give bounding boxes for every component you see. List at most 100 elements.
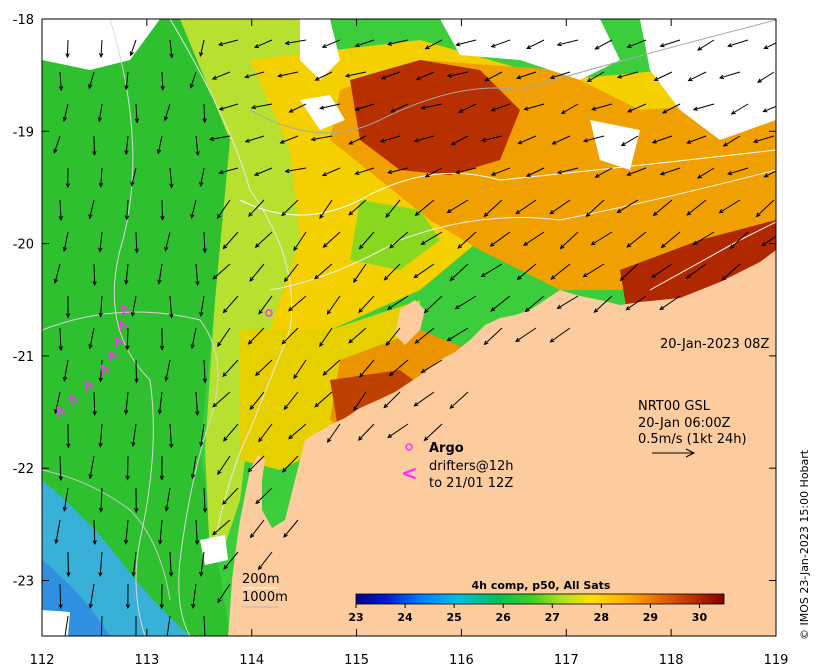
current-arrow-icon — [53, 263, 61, 285]
current-arrow-icon — [763, 170, 776, 178]
current-arrow-icon — [254, 231, 273, 248]
current-arrow-icon — [223, 551, 239, 570]
current-arrow-icon — [420, 231, 443, 245]
current-arrow-icon — [454, 295, 477, 310]
current-arrow-icon — [217, 583, 231, 604]
current-arrow-icon — [388, 359, 409, 377]
current-arrow-icon — [423, 423, 443, 442]
current-arrow-icon — [594, 39, 613, 50]
current-arrow-icon — [88, 199, 95, 220]
current-arrow-icon — [626, 231, 647, 248]
current-arrow-icon — [202, 359, 208, 384]
current-arrow-icon — [686, 135, 707, 144]
current-arrow-icon — [354, 167, 375, 175]
argo-legend-label: Argo — [429, 441, 464, 456]
drifters-legend-line1: drifters@12h — [429, 459, 514, 474]
current-arrow-icon — [718, 199, 741, 214]
current-arrow-icon — [686, 199, 707, 216]
lat-tick-label: -23 — [13, 575, 34, 590]
current-arrow-icon — [65, 167, 71, 189]
current-arrow-icon — [124, 199, 130, 221]
current-arrow-icon — [388, 231, 409, 249]
current-arrow-icon — [169, 295, 174, 319]
current-arrow-icon — [651, 263, 673, 278]
drifters-legend-line2: to 21/01 12Z — [429, 476, 513, 491]
current-arrow-icon — [92, 263, 97, 286]
current-arrow-icon — [455, 167, 477, 175]
lon-tick-label: 115 — [344, 653, 369, 668]
current-arrow-icon — [626, 167, 647, 176]
current-arrow-icon — [247, 327, 265, 345]
latitude-axis: -18 -19 -20 -21 -22 -23 — [13, 13, 776, 590]
current-arrow-icon — [455, 39, 477, 47]
current-arrow-icon — [134, 231, 139, 254]
scale-arrow-icon — [652, 448, 696, 458]
current-arrow-icon — [199, 295, 205, 317]
current-arrow-icon — [164, 231, 171, 252]
current-arrow-icon — [293, 359, 307, 380]
current-arrow-icon — [480, 263, 503, 278]
current-arrow-icon — [761, 235, 776, 247]
current-arrow-icon — [559, 231, 579, 250]
current-arrow-icon — [414, 327, 435, 344]
current-arrow-icon — [65, 39, 70, 59]
current-arrow-icon — [483, 199, 503, 218]
current-arrow-icon — [420, 103, 443, 110]
current-arrow-icon — [258, 423, 273, 443]
current-arrow-icon — [66, 423, 71, 449]
current-arrow-icon — [284, 39, 307, 46]
currents-time-label: 20-Jan 06:00Z — [638, 416, 731, 431]
current-arrow-icon — [450, 135, 469, 146]
lat-tick-label: -18 — [13, 13, 34, 28]
current-arrow-icon — [125, 455, 130, 481]
current-arrow-icon — [348, 327, 367, 344]
current-arrow-icon — [54, 519, 61, 545]
current-arrow-icon — [65, 295, 71, 319]
current-arrow-icon — [212, 391, 231, 408]
current-arrow-icon — [348, 135, 367, 145]
current-arrow-icon — [218, 167, 239, 175]
colorbar-tick-label: 29 — [643, 611, 658, 624]
current-arrow-icon — [446, 199, 469, 214]
island — [395, 300, 425, 345]
current-arrow-icon — [413, 391, 435, 407]
colorbar-tick-label: 23 — [348, 611, 363, 624]
current-arrow-icon — [199, 423, 205, 447]
current-arrow-icon — [626, 39, 647, 49]
current-arrow-icon — [458, 103, 477, 113]
current-arrow-icon — [134, 359, 139, 384]
current-arrow-icon — [348, 199, 367, 216]
current-arrow-icon — [194, 519, 200, 546]
current-arrow-icon — [258, 295, 273, 315]
current-arrow-icon — [484, 71, 503, 82]
current-arrow-icon — [386, 39, 409, 46]
current-arrow-icon — [66, 551, 71, 578]
current-arrow-icon — [124, 263, 129, 286]
current-arrow-icon — [159, 455, 165, 481]
current-arrow-icon — [88, 455, 95, 480]
current-arrow-icon — [160, 71, 165, 91]
current-arrow-icon — [168, 551, 174, 578]
current-arrow-icon — [685, 263, 707, 279]
land-mass — [228, 250, 776, 636]
current-arrow-icon — [383, 263, 401, 281]
current-arrow-icon — [661, 103, 681, 114]
current-arrow-icon — [729, 231, 749, 250]
argo-float-marker[interactable] — [265, 309, 273, 317]
colorbar-tick-label: 24 — [397, 611, 413, 624]
current-arrow-icon — [169, 39, 174, 59]
current-arrow-icon — [590, 231, 613, 246]
longitude-axis: 112 113 114 115 116 117 118 119 — [30, 19, 788, 668]
current-arrow-icon — [560, 103, 579, 114]
current-arrow-icon — [550, 263, 571, 280]
current-arrow-icon — [446, 71, 469, 78]
current-arrow-icon — [124, 135, 129, 156]
current-arrow-icon — [159, 583, 164, 610]
drifter-legend-icon: < — [401, 461, 418, 485]
current-arrow-icon — [92, 519, 97, 546]
current-arrow-icon — [660, 231, 681, 249]
current-arrow-icon — [344, 71, 367, 78]
current-arrow-icon — [124, 71, 129, 91]
current-arrow-icon — [490, 103, 511, 112]
current-arrow-icon — [247, 455, 265, 473]
